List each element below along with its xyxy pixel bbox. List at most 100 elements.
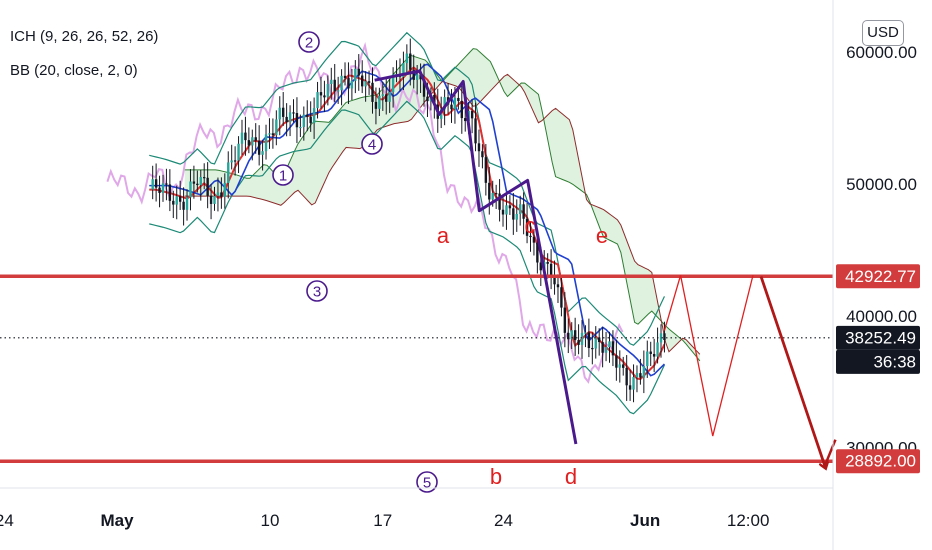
candle-body [580,332,584,345]
candle-body [546,261,549,264]
wave-label-text: 5 [423,475,431,492]
candle-body [227,162,230,183]
candle-body [360,75,364,87]
price-badge-bg [836,349,920,374]
correction-label-a: a [437,223,450,248]
candle-body [553,275,556,285]
candle-body [302,114,306,127]
forecast-arrow-head [823,439,837,468]
candle-body [652,353,656,357]
candle-body [505,205,508,215]
candle-body [178,196,182,202]
candle-body [474,118,477,144]
levels-layer [0,274,833,463]
candle-body [312,108,316,124]
candle-body [189,181,192,198]
currency-button[interactable]: USD [862,20,904,46]
price-badge-bg [836,449,920,474]
candle-body [433,94,436,105]
candle-body [563,307,567,333]
wave-label-circle [272,164,294,186]
candle-body [450,104,453,110]
y-tick-label: 60000.00 [846,43,917,62]
ichimoku-lagging-span [106,41,624,384]
candle-body [611,341,615,356]
candle-body [501,209,505,215]
wave-label-1: 1 [272,164,294,186]
candle-body [233,160,237,162]
candle-body [271,133,275,136]
candle-body [484,157,488,183]
wave-label-circle [306,280,328,302]
candle-body [426,96,429,102]
candle-body [292,112,295,114]
badges-layer: 42922.77 38252.49 36:38 28892.00 [836,264,920,474]
candle-body [282,107,285,117]
candle-body [525,218,529,236]
candle-body [488,182,491,200]
candle-body [154,179,158,188]
price-badge-label: 28892.00 [845,452,916,471]
candle-body [371,82,374,102]
candle-body [529,235,532,238]
candle-body [618,364,621,368]
wave-label-2: 2 [298,31,320,53]
candle-body [515,213,518,220]
candle-body [161,183,165,193]
y-tick-label: 50000.00 [846,175,917,194]
candle-body [628,385,632,390]
correction-label-b: b [490,464,502,489]
candle-body [330,79,333,85]
candle-body [632,377,635,390]
candle-body [237,143,240,161]
correction-label-e: e [596,223,608,248]
candle-body [608,341,611,348]
candle-body [549,263,553,276]
candle-body [663,333,666,340]
wave-label-text: 2 [305,35,313,52]
candle-body [381,94,385,96]
candle-body [323,95,326,98]
indicator-bollinger[interactable]: BB (20, close, 2, 0) [10,62,138,79]
candle-body [522,204,525,219]
candle-body [405,53,409,64]
candle-body [343,75,347,79]
candle-body [498,193,501,210]
candle-body [656,342,659,357]
candle-body [319,92,323,96]
axes-layer: 60000.0050000.0040000.0030000.0024May101… [0,43,917,530]
candle-body [172,200,175,205]
candle-body [415,74,419,80]
candle-body [460,101,464,119]
candle-body [518,204,522,214]
candle-body [385,94,388,102]
candle-body [257,140,261,155]
candle-body [316,92,319,109]
candle-body [367,81,371,83]
candle-body [625,367,628,386]
candle-body [264,134,268,152]
indicator-ichimoku[interactable]: ICH (9, 26, 26, 52, 26) [10,28,159,45]
candle-body [412,69,415,80]
candle-body [220,192,223,197]
candle-body [350,80,354,89]
price-badge-label: 38252.49 [845,328,916,347]
price-badge-label: 36:38 [873,352,916,371]
candle-body [597,337,601,343]
candle-body [577,340,580,345]
candle-body [285,116,288,123]
wave-label-circle [416,471,438,493]
candle-body [443,97,446,110]
candle-body [357,68,360,76]
candle-body [254,137,257,141]
candle-body [659,333,663,343]
candle-body [591,347,594,350]
candle-body [646,351,649,367]
candle-body [168,184,172,201]
candle-body [223,182,227,197]
elliott-wave-path [374,69,578,445]
wave-label-5: 5 [416,471,438,493]
candle-body [165,183,168,185]
ichimoku-span-b [184,73,701,355]
candle-body [622,364,625,368]
